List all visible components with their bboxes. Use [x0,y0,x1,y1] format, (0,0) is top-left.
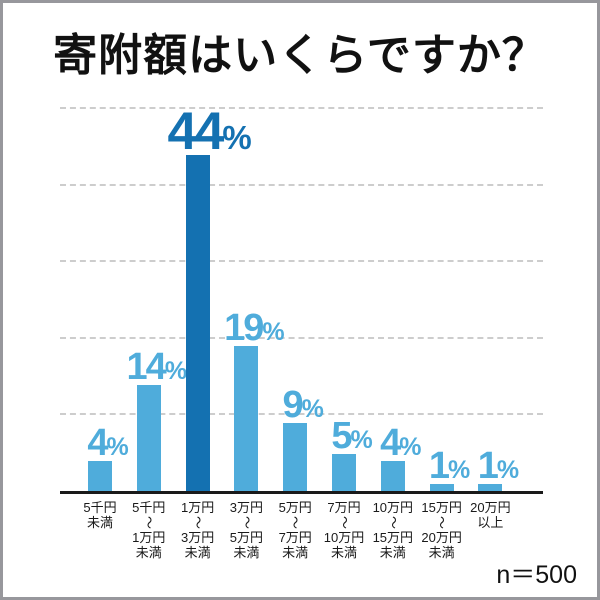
gridline-10 [60,413,543,416]
bar-value-label-2: 44% [167,101,252,161]
gridline-30 [60,260,543,263]
bar-value-label-3: 19% [224,307,285,350]
x-axis-line [60,491,543,494]
chart-title: 寄附額はいくらですか？ [53,31,547,80]
bar-5 [332,454,356,492]
bar-value-label-8: 1% [477,445,520,488]
bar-7 [429,484,454,492]
gridline-40 [60,183,543,186]
bar-3 [234,346,259,492]
bar-value-label-0: 4% [87,422,129,465]
bar-1 [136,385,161,492]
x-axis-label-4: 5万円～ 7万円 未満 [278,500,312,560]
bar-value-label-5: 5% [331,415,373,458]
sample-size-label: n＝500 [496,561,577,589]
x-axis-label-7: 15万円～ 20万円 未満 [421,500,462,560]
x-axis-label-2: 1万円～ 3万円 未満 [180,500,215,560]
bar-6 [380,461,405,492]
x-axis-label-5: 7万円～ 10万円 未満 [323,500,365,560]
bar-value-label-7: 1% [428,445,471,488]
gridline-20 [60,336,543,339]
plot-area: 4% 14% 44% 19% 9% 5% 4% 1% 1% 5千円 未満 5千円～ 1万円 未満 1万円～… [60,101,543,560]
bar-0 [88,461,112,492]
bar-value-label-1: 14% [126,346,188,389]
x-axis-label-6: 10万円～ 15万円 未満 [372,500,414,560]
bar-2 [185,155,210,492]
x-axis-label-8: 20万円 以上 [470,500,511,530]
x-axis-label-3: 3万円～ 5万円 未満 [229,500,264,560]
gridline-50 [60,107,543,109]
x-axis-label-1: 5千円～ 1万円 未満 [132,500,166,560]
bar-value-label-4: 9% [282,384,324,427]
x-axis-label-0: 5千円 未満 [83,500,117,530]
bar-4 [283,423,308,492]
bar-8 [478,484,503,492]
bar-value-label-6: 4% [380,422,422,465]
